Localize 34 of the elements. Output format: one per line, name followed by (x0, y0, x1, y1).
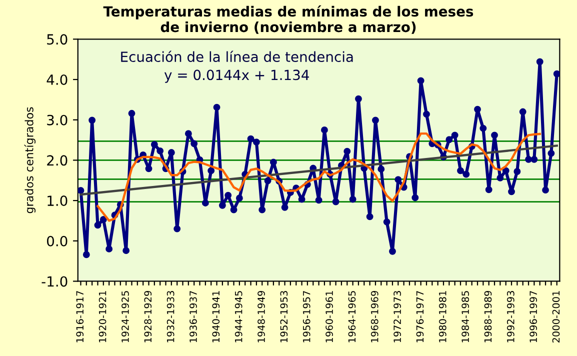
x-tick-label: 1952-1953 (280, 291, 288, 342)
y-tick-label: 5.0 (47, 34, 68, 45)
x-tick-label: 1996-1997 (530, 291, 538, 342)
x-tick-label: 1972-1973 (394, 291, 401, 342)
x-tick-label: 1932-1933 (166, 291, 174, 342)
annotation: Ecuación de la línea de tendencia (121, 50, 353, 62)
y-tick-label: 2.0 (47, 155, 68, 166)
x-tick-label: 1956-1957 (302, 291, 310, 342)
x-tick-label: 1964-1965 (348, 291, 356, 342)
x-tick-label: 1988-1989 (484, 290, 492, 342)
x-tick-label: 2000-2001 (552, 291, 560, 343)
x-tick-label: 1976-1977 (416, 291, 424, 342)
y-tick-label: 0.0 (47, 236, 68, 246)
y-tick-label: -1.0 (42, 276, 68, 287)
x-tick-label: 1916-1917 (76, 291, 84, 342)
x-tick-label: 1920-1921 (98, 291, 106, 342)
x-tick-label: 1948-1949 (258, 290, 265, 342)
x-tick-label: 1968-1969 (370, 290, 378, 342)
x-tick-label: 1936-1937 (190, 291, 197, 342)
x-tick-label: 1944-1945 (234, 291, 242, 342)
chart-title: Temperaturas medias de mínimas de los meses de invierno (noviembre a marzo) (103, 5, 474, 34)
y-axis-title: grados centígrados (24, 107, 36, 214)
x-tick-label: 1924-1925 (122, 291, 129, 342)
x-tick-label: 1984-1985 (462, 291, 469, 342)
y-tick-label: 4.0 (46, 74, 68, 85)
y-tick-label: 1.0 (48, 196, 68, 206)
x-tick-label: 1980-1981 (438, 291, 446, 342)
x-tick-label: 1928-1929 (144, 290, 152, 342)
y-tick-label: 3.0 (47, 114, 68, 126)
annotation: y = 0.0144x + 1.134 (164, 70, 309, 83)
x-tick-label: 1960-1961 (326, 291, 333, 342)
x-tick-label: 1940-1941 (212, 291, 220, 342)
line-series (96, 132, 541, 222)
x-tick-label: 1992-1993 (506, 291, 514, 342)
